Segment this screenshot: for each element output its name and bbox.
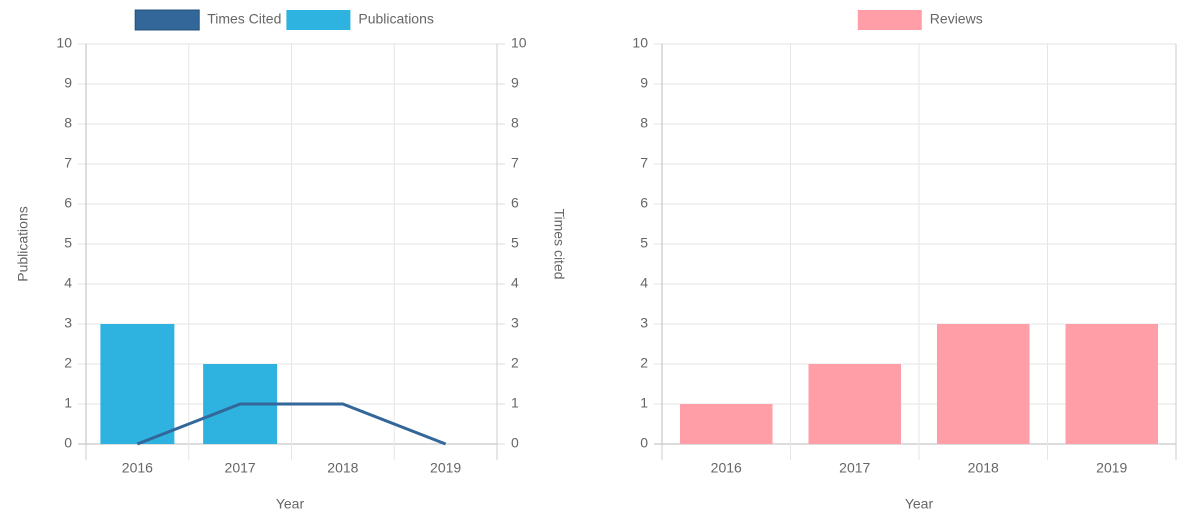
y2-tick-label: 7 [511,155,519,171]
y-tick-label: 0 [640,435,648,451]
y-tick-label: 8 [64,115,72,131]
y-tick-label: 2 [640,355,648,371]
y2-tick-label: 3 [511,315,519,331]
y2-tick-label: 9 [511,75,519,91]
y-tick-label: 6 [640,195,648,211]
bar [936,324,1030,444]
y-tick-label: 5 [64,235,72,251]
bar [808,364,902,444]
x-tick-label: 2019 [1096,460,1127,476]
y-tick-label: 1 [640,395,648,411]
y-tick-label: 4 [640,275,648,291]
x-tick-label: 2016 [711,460,742,476]
line [136,402,447,446]
legend-label: Publications [358,11,434,27]
y-tick-label: 4 [64,275,72,291]
legend-swatch [857,10,922,30]
x-axis-title: Year [276,496,305,512]
legend-swatch [134,9,200,31]
y-tick-label: 9 [640,75,648,91]
y-tick-label: 3 [640,315,648,331]
y-tick-label: 8 [640,115,648,131]
legend-label: Reviews [930,11,983,27]
y2-tick-label: 5 [511,235,519,251]
y2-tick-label: 2 [511,355,519,371]
y-tick-label: 10 [632,35,648,51]
y-tick-label: 7 [64,155,72,171]
legend-label: Times Cited [207,11,281,27]
x-tick-label: 2017 [225,460,256,476]
y2-tick-label: 0 [511,435,519,451]
y2-tick-label: 8 [511,115,519,131]
y-tick-label: 3 [64,315,72,331]
x-tick-label: 2019 [430,460,461,476]
y-tick-label: 7 [640,155,648,171]
y-tick-label: 2 [64,355,72,371]
y2-tick-label: 1 [511,395,519,411]
y2-tick-label: 4 [511,275,519,291]
y2-tick-label: 6 [511,195,519,211]
y-tick-label: 0 [64,435,72,451]
bar [679,404,773,444]
y2-axis-title: Times cited [551,208,567,279]
legend-swatch [286,10,351,30]
y-tick-label: 9 [64,75,72,91]
y-tick-label: 10 [56,35,72,51]
x-tick-label: 2016 [122,460,153,476]
y-tick-label: 5 [640,235,648,251]
bar [100,324,175,444]
y-axis-title: Publications [15,206,31,282]
x-tick-label: 2018 [968,460,999,476]
y-tick-label: 6 [64,195,72,211]
y-tick-label: 1 [64,395,72,411]
bar [1065,324,1159,444]
x-axis-title: Year [905,496,934,512]
x-tick-label: 2017 [839,460,870,476]
x-tick-label: 2018 [327,460,358,476]
y2-tick-label: 10 [511,35,527,51]
